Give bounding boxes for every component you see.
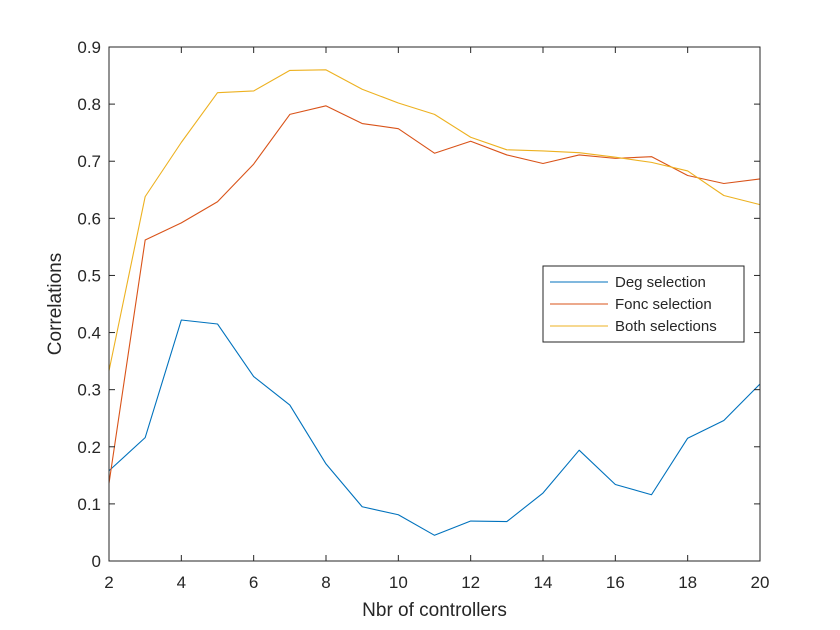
x-tick-label: 4 <box>177 573 186 592</box>
x-tick-label: 12 <box>461 573 480 592</box>
y-axis-label: Correlations <box>45 253 66 355</box>
x-axis: 2 4 6 8 10 12 14 16 18 20 <box>104 47 769 592</box>
y-axis: 0 0.1 0.2 0.3 0.4 0.5 0.6 0.7 0.8 0.9 <box>77 38 760 571</box>
x-tick-label: 14 <box>534 573 553 592</box>
y-tick-label: 0.1 <box>77 495 101 514</box>
legend-label: Deg selection <box>615 274 706 291</box>
y-tick-label: 0.4 <box>77 324 101 343</box>
x-tick-label: 16 <box>606 573 625 592</box>
y-tick-label: 0.3 <box>77 381 101 400</box>
legend-label: Both selections <box>615 318 717 335</box>
plot-area-frame <box>108 46 761 562</box>
x-tick-label: 20 <box>751 573 770 592</box>
series-line-fonc-selection <box>108 105 761 484</box>
y-tick-label: 0.5 <box>77 266 101 285</box>
x-axis-label: Nbr of controllers <box>362 600 507 621</box>
y-tick-label: 0.6 <box>77 209 101 228</box>
y-tick-label: 0.8 <box>77 95 101 114</box>
y-tick-label: 0.2 <box>77 438 101 457</box>
y-tick-label: 0.9 <box>77 38 101 57</box>
x-tick-label: 8 <box>321 573 330 592</box>
x-tick-label: 2 <box>104 573 113 592</box>
x-tick-label: 6 <box>249 573 258 592</box>
legend: Deg selection Fonc selection Both selectio… <box>542 265 745 343</box>
series-layer <box>108 69 761 536</box>
y-tick-label: 0 <box>92 552 101 571</box>
legend-label: Fonc selection <box>615 296 712 313</box>
x-tick-label: 18 <box>678 573 697 592</box>
y-tick-label: 0.7 <box>77 152 101 171</box>
series-line-deg-selection <box>108 319 761 536</box>
series-line-both-selections <box>108 69 761 371</box>
x-tick-label: 10 <box>389 573 408 592</box>
